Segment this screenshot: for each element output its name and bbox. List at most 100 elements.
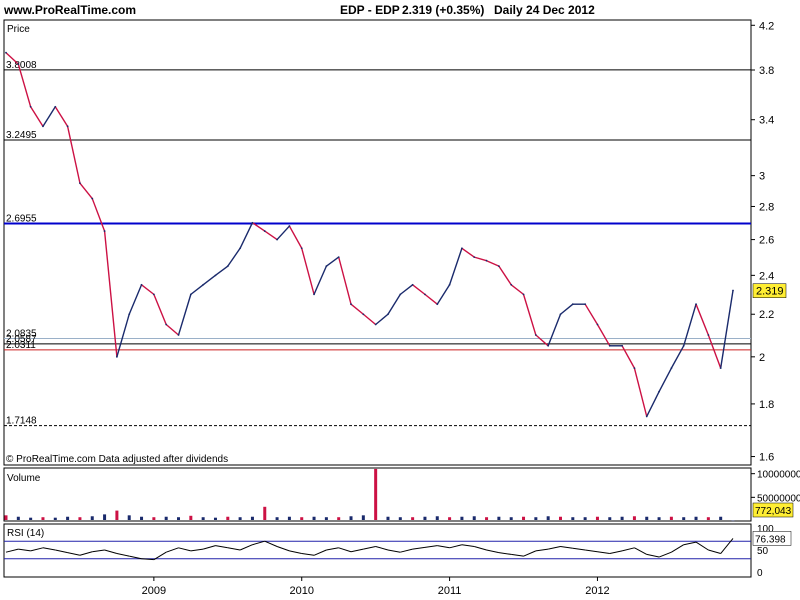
price-segment[interactable] <box>621 345 636 369</box>
rsi-segment[interactable] <box>646 553 660 558</box>
volume-bar[interactable] <box>423 516 427 520</box>
volume-bar[interactable] <box>361 515 365 520</box>
price-point[interactable] <box>313 293 315 296</box>
volume-bar[interactable] <box>201 517 205 520</box>
price-point[interactable] <box>584 303 587 306</box>
rsi-segment[interactable] <box>42 547 56 551</box>
price-point[interactable] <box>165 323 168 326</box>
price-point[interactable] <box>608 344 611 347</box>
price-segment[interactable] <box>91 198 106 232</box>
rsi-segment[interactable] <box>166 547 179 553</box>
volume-bar[interactable] <box>66 516 70 520</box>
rsi-segment[interactable] <box>67 552 81 556</box>
price-point[interactable] <box>571 303 574 306</box>
rsi-segment[interactable] <box>412 546 426 550</box>
rsi-segment[interactable] <box>178 547 191 552</box>
price-segment[interactable] <box>695 303 710 336</box>
price-point[interactable] <box>645 415 648 418</box>
rsi-segment[interactable] <box>129 555 142 560</box>
price-segment[interactable] <box>165 323 179 336</box>
rsi-panel[interactable] <box>3 523 752 578</box>
price-point[interactable] <box>5 51 7 54</box>
price-point[interactable] <box>559 313 562 316</box>
price-segment[interactable] <box>103 231 118 357</box>
price-point[interactable] <box>411 283 414 286</box>
price-point[interactable] <box>670 367 673 370</box>
volume-bar[interactable] <box>719 516 723 520</box>
price-point[interactable] <box>448 283 451 286</box>
price-segment[interactable] <box>288 225 303 249</box>
rsi-segment[interactable] <box>55 549 68 554</box>
price-segment[interactable] <box>498 265 512 286</box>
price-segment[interactable] <box>128 284 143 315</box>
volume-bar[interactable] <box>287 516 291 520</box>
rsi-segment[interactable] <box>424 545 438 548</box>
rsi-segment[interactable] <box>621 547 635 552</box>
price-point[interactable] <box>497 265 500 268</box>
volume-bar[interactable] <box>275 517 279 520</box>
price-segment[interactable] <box>313 265 328 295</box>
price-segment[interactable] <box>474 256 487 262</box>
rsi-segment[interactable] <box>239 544 253 551</box>
rsi-segment[interactable] <box>523 550 537 557</box>
price-segment[interactable] <box>375 313 389 326</box>
price-segment[interactable] <box>177 294 192 336</box>
volume-bar[interactable] <box>694 516 698 520</box>
price-point[interactable] <box>325 265 328 268</box>
volume-bar[interactable] <box>152 517 156 520</box>
price-segment[interactable] <box>17 63 32 107</box>
price-point[interactable] <box>362 313 365 316</box>
price-point[interactable] <box>263 230 266 232</box>
price-point[interactable] <box>621 344 624 347</box>
price-point[interactable] <box>214 274 217 277</box>
rsi-segment[interactable] <box>252 540 265 546</box>
price-segment[interactable] <box>510 284 524 295</box>
price-segment[interactable] <box>584 303 599 325</box>
rsi-segment[interactable] <box>535 548 549 552</box>
price-segment[interactable] <box>5 52 19 65</box>
price-segment[interactable] <box>153 294 167 325</box>
price-point[interactable] <box>387 313 389 316</box>
price-point[interactable] <box>534 334 537 336</box>
price-segment[interactable] <box>215 265 229 276</box>
price-point[interactable] <box>350 303 352 306</box>
volume-bar[interactable] <box>558 516 562 520</box>
price-point[interactable] <box>115 355 118 358</box>
rsi-segment[interactable] <box>116 553 130 557</box>
volume-bar[interactable] <box>485 517 489 520</box>
price-segment[interactable] <box>658 367 673 392</box>
volume-bar[interactable] <box>78 517 82 520</box>
rsi-segment[interactable] <box>560 545 573 549</box>
price-point[interactable] <box>374 323 377 326</box>
rsi-segment[interactable] <box>30 547 44 552</box>
price-point[interactable] <box>424 293 426 296</box>
price-point[interactable] <box>436 303 439 306</box>
volume-panel[interactable] <box>3 467 752 522</box>
price-segment[interactable] <box>301 248 315 295</box>
price-segment[interactable] <box>560 303 574 315</box>
price-point[interactable] <box>485 259 488 262</box>
volume-bar[interactable] <box>164 516 168 520</box>
volume-bar[interactable] <box>522 516 526 520</box>
rsi-segment[interactable] <box>597 551 610 555</box>
rsi-segment[interactable] <box>461 544 475 547</box>
rsi-segment[interactable] <box>227 547 241 551</box>
price-point[interactable] <box>202 283 205 286</box>
rsi-segment[interactable] <box>449 544 463 549</box>
rsi-segment[interactable] <box>695 541 709 551</box>
rsi-segment[interactable] <box>658 551 672 558</box>
price-point[interactable] <box>189 293 192 296</box>
volume-bar[interactable] <box>312 516 316 520</box>
rsi-segment[interactable] <box>609 550 623 555</box>
rsi-segment[interactable] <box>141 558 154 561</box>
volume-bar[interactable] <box>103 514 107 520</box>
volume-bar[interactable] <box>682 517 686 520</box>
price-point[interactable] <box>103 230 106 232</box>
volume-bar[interactable] <box>411 517 415 520</box>
rsi-segment[interactable] <box>400 548 413 553</box>
price-point[interactable] <box>79 182 81 185</box>
price-point[interactable] <box>461 247 463 250</box>
price-point[interactable] <box>337 256 340 259</box>
volume-bar[interactable] <box>460 516 464 520</box>
